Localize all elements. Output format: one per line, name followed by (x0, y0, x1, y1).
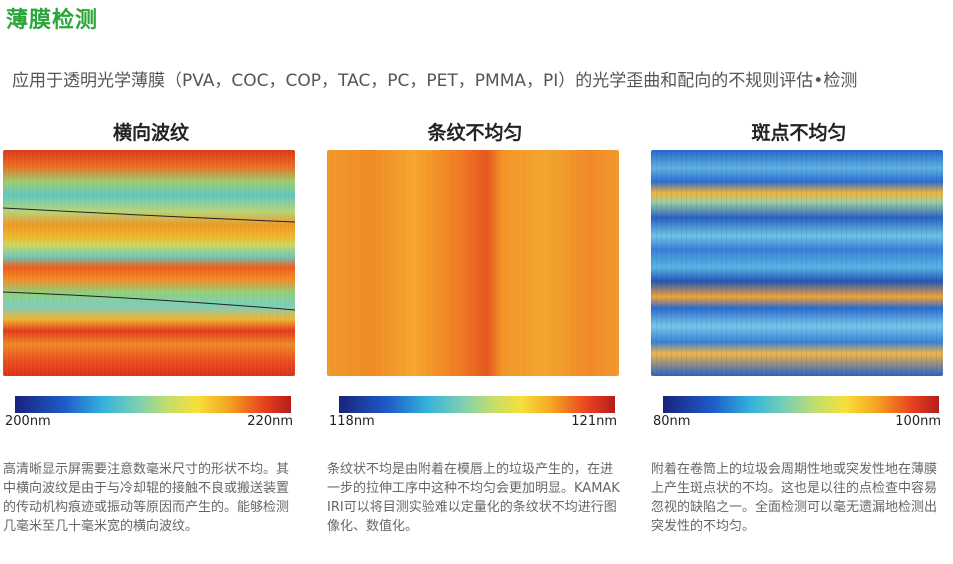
panel-description: 条纹状不均是由附着在模唇上的垃圾产生的，在进一步的拉伸工序中这种不均匀会更加明显… (327, 462, 620, 534)
scale-max-label: 121nm (571, 414, 617, 429)
scale-min-label: 200nm (5, 414, 51, 429)
color-scale-bar (663, 396, 939, 413)
color-scale-bar (339, 396, 615, 413)
panel-description: 高清晰显示屏需要注意数毫米尺寸的形状不均。其中横向波纹是由于与冷却辊的接触不良或… (3, 462, 290, 534)
retardation-heatmap-image (651, 150, 943, 376)
retardation-heatmap-image (3, 150, 295, 376)
scale-min-label: 80nm (653, 414, 691, 429)
color-scale-bar (15, 396, 291, 413)
panel-heading: 条纹不均匀 (427, 122, 523, 144)
panel-heading: 横向波纹 (112, 122, 189, 144)
page-subtitle: 应用于透明光学薄膜（PVA，COC，COP，TAC，PC，PET，PMMA，PI… (12, 71, 858, 91)
panel-streak-unevenness: 条纹不均匀 118nm 121nm 条纹状不均是由附着在模唇上的垃圾产生的，在进… (327, 118, 623, 534)
panel-horizontal-ripple: 横向波纹 200nm 220nm 高清晰显示屏需要注意数毫米尺寸的形状不均。其中… (3, 118, 299, 534)
scale-max-label: 100nm (895, 414, 941, 429)
retardation-heatmap-image (327, 150, 619, 376)
page-title: 薄膜检测 (6, 8, 99, 33)
scale-max-label: 220nm (247, 414, 293, 429)
scale-min-label: 118nm (329, 414, 375, 429)
scratch-lines (3, 207, 295, 311)
panel-heading: 斑点不均匀 (751, 122, 847, 144)
panel-spot-unevenness: 斑点不均匀 80nm 100nm 附着在卷筒上的垃圾会周期性地或突发性地在薄膜上… (651, 118, 947, 534)
panel-description: 附着在卷筒上的垃圾会周期性地或突发性地在薄膜上产生斑点状的不均。这也是以往的点检… (651, 462, 938, 534)
